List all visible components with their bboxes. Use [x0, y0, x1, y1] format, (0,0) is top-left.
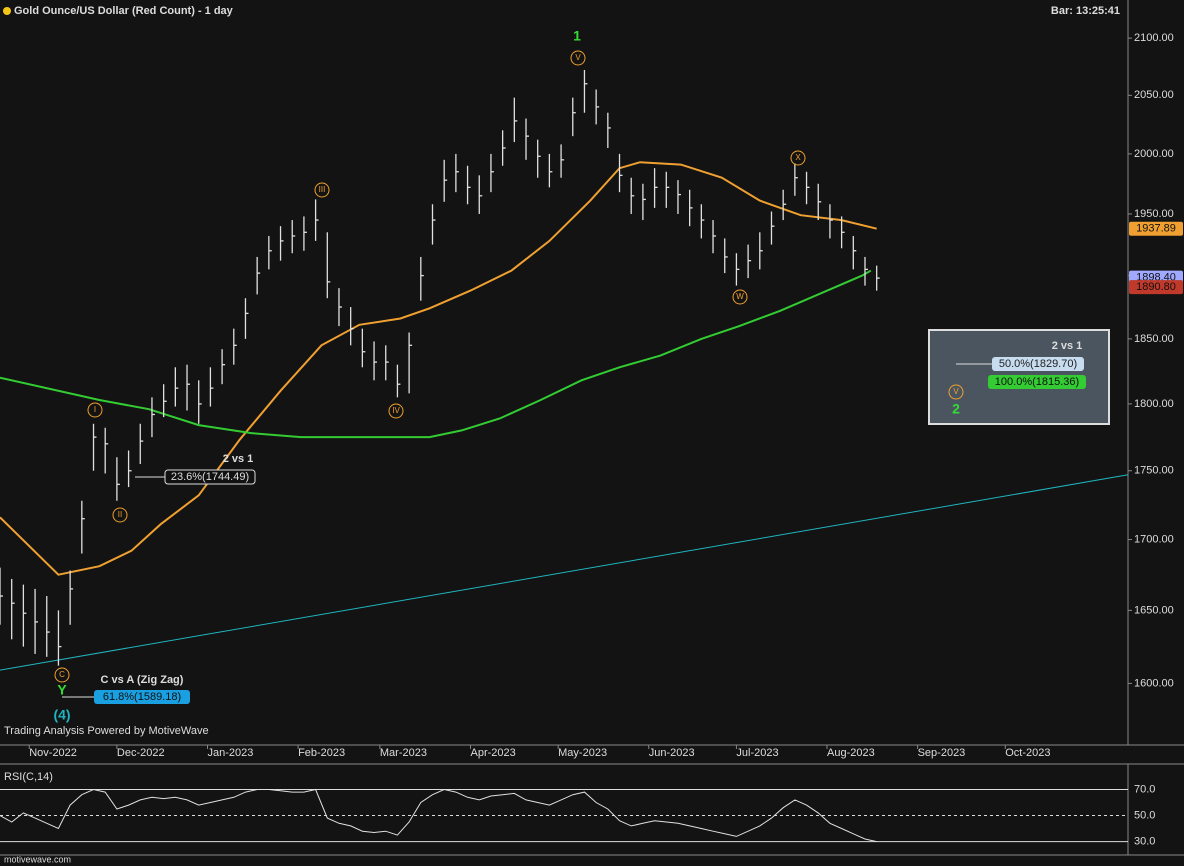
fib-label: 61.8%(1589.18): [103, 691, 181, 703]
x-tick-label: Jul-2023: [736, 747, 778, 759]
wave-circle: [54, 667, 70, 683]
fib-label: 50.0%(1829.70): [999, 358, 1077, 370]
y-tick-label: 1700.00: [1134, 533, 1174, 545]
line-series: [0, 474, 1129, 671]
wave-label: III: [319, 185, 326, 194]
fib-box: [988, 375, 1086, 389]
y-tick-label: 50.0: [1134, 809, 1155, 821]
x-tick-label: Jun-2023: [649, 747, 695, 759]
fib-annotations: 2 vs 1 23.6%(1744.49) C vs A (Zig Zag) 6…: [62, 329, 1110, 704]
wave-label: 2: [952, 401, 960, 417]
wave-labels: 1 V I II III IV W X C Y (4): [53, 28, 806, 723]
x-tick-label: Feb-2023: [298, 747, 345, 759]
fib-box: [164, 469, 256, 485]
bar-time: Bar: 13:25:41: [1051, 5, 1120, 17]
wave-label: 1: [573, 28, 581, 44]
y-tick-label: 1650.00: [1134, 604, 1174, 616]
fib-box: [992, 357, 1084, 371]
y-tick-label: 70.0: [1134, 783, 1155, 795]
line-series: [0, 161, 877, 576]
x-tick-label: Mar-2023: [380, 747, 427, 759]
x-tick-label: Sep-2023: [918, 747, 966, 759]
y-tick-label: 1950.00: [1134, 208, 1174, 220]
x-tick-label: Aug-2023: [827, 747, 875, 759]
wave-label: V: [575, 53, 581, 62]
wave-circle: [948, 384, 964, 400]
fib-box: [94, 690, 190, 704]
y-tick-label: 2100.00: [1134, 32, 1174, 44]
wave-label: IV: [392, 406, 400, 415]
powered-by: Trading Analysis Powered by MotiveWave: [4, 725, 209, 737]
x-tick-label: Dec-2022: [117, 747, 165, 759]
price-tag: [1129, 221, 1183, 236]
y-tick-label: 30.0: [1134, 835, 1155, 847]
y-tick-label: 1850.00: [1134, 333, 1174, 345]
fib-label: 23.6%(1744.49): [171, 471, 249, 483]
wave-circle: [314, 182, 330, 198]
wave-circle: [388, 403, 404, 419]
wave-label: I: [94, 405, 96, 414]
wave-circle: [732, 289, 748, 305]
rsi-line: [0, 788, 877, 843]
fib-label: 100.0%(1815.36): [995, 376, 1079, 388]
wave-label: II: [118, 510, 122, 519]
wave-circle: [570, 50, 586, 66]
x-tick-label: Apr-2023: [470, 747, 515, 759]
x-tick-label: May-2023: [558, 747, 607, 759]
price-tag: [1129, 280, 1183, 295]
fib-title: 2 vs 1: [223, 453, 254, 465]
wave-label: (4): [53, 707, 70, 723]
y-tick-label: 1800.00: [1134, 398, 1174, 410]
fib-title: C vs A (Zig Zag): [101, 674, 184, 686]
wave-label: X: [795, 153, 801, 162]
chart-title: Gold Ounce/US Dollar (Red Count) - 1 day: [14, 5, 234, 17]
wave-label: Y: [57, 682, 67, 698]
price-tag-label: 1937.89: [1136, 223, 1176, 235]
wave-label: V: [953, 387, 959, 396]
fib-title: 2 vs 1: [1052, 340, 1083, 352]
panel-title: RSI(C,14): [4, 771, 53, 783]
y-tick-label: 2000.00: [1134, 148, 1174, 160]
wave-circle: [87, 402, 103, 418]
symbol-icon: [3, 7, 11, 15]
x-tick-label: Jan-2023: [207, 747, 253, 759]
wave-label: C: [59, 670, 65, 679]
y-tick-label: 1750.00: [1134, 465, 1174, 477]
wave-label: W: [736, 292, 744, 301]
x-tick-label: Nov-2022: [29, 747, 77, 759]
y-tick-label: 2050.00: [1134, 89, 1174, 101]
y-tick-label: 1600.00: [1134, 677, 1174, 689]
wave-circle: [112, 507, 128, 523]
price-tag-label: 1890.80: [1136, 281, 1176, 293]
wave-circle: [790, 150, 806, 166]
site: motivewave.com: [4, 854, 71, 864]
line-series: [0, 269, 872, 439]
x-tick-label: Oct-2023: [1005, 747, 1050, 759]
